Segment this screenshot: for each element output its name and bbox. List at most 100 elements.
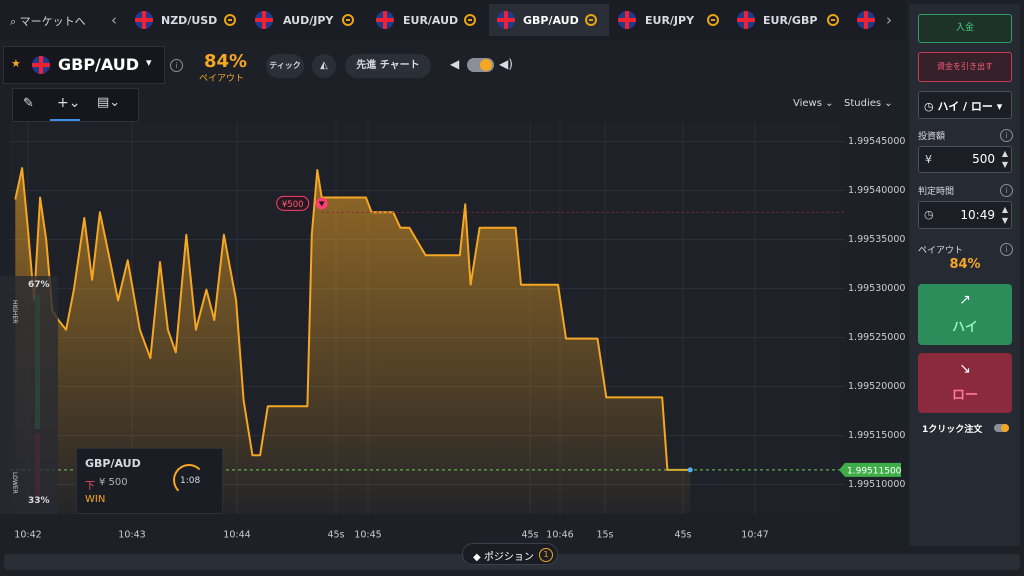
y-tick-label: 1.99540000	[848, 185, 905, 196]
toggle-knob	[480, 59, 492, 71]
top-bar: ⌕ マーケットへ ‹ NZD/USD AUD/JPY EUR/AUD GBP/A…	[0, 0, 906, 40]
y-tick-label: 1.99535000	[848, 234, 905, 245]
payout-label: ペイアウト	[199, 74, 245, 84]
tab[interactable]: EUR/AUD	[368, 6, 486, 34]
flag	[618, 11, 636, 29]
pencil-tool[interactable]: ✎	[23, 96, 34, 111]
crosshair-tool[interactable]: +⌄	[57, 95, 81, 111]
sound-icon[interactable]: ◀)	[499, 57, 513, 71]
withdraw-button[interactable]: 資金を引き出す	[918, 52, 1012, 82]
clock-icon: ◷	[924, 208, 934, 221]
expiry-label: 判定時間	[918, 187, 955, 197]
tab-active[interactable]: GBP/AUD	[489, 4, 609, 36]
sound-toggle[interactable]	[467, 58, 494, 72]
payout-value: 84%	[204, 51, 248, 72]
mode-select[interactable]: ◷ ハイ / ロー ▾	[918, 91, 1012, 119]
drawing-tools: ✎ +⌄ ▤⌄	[12, 88, 139, 122]
x-tick-label: 45s	[521, 530, 538, 541]
current-price-tag	[839, 462, 901, 477]
currency: ¥	[925, 153, 932, 166]
studies-menu[interactable]: Studies ⌄	[844, 98, 893, 109]
deposit-button[interactable]: 入金	[918, 14, 1012, 43]
info-icon[interactable]: i	[1000, 184, 1013, 197]
x-tick-label: 15s	[596, 530, 613, 541]
advanced-chart-button[interactable]: 先進 チャート	[345, 54, 431, 78]
close-tab[interactable]	[464, 14, 476, 26]
dropdown-arrow: ▾	[146, 56, 152, 69]
trade-pill	[276, 195, 310, 211]
down-arrow: ↘	[959, 361, 971, 377]
timer-ring	[173, 464, 205, 496]
x-tick-label: 10:42	[14, 530, 41, 541]
trade-result: WIN	[85, 494, 106, 505]
high-button[interactable]: ↗ ハイ	[918, 284, 1012, 345]
views-menu[interactable]: Views ⌄	[793, 98, 834, 109]
stepper[interactable]: ▲ ▼	[1001, 149, 1008, 169]
markets-link[interactable]: ⌕ マーケットへ	[10, 15, 86, 28]
expiry-input[interactable]: ◷ 10:49 ▲ ▼	[918, 201, 1012, 229]
favorite-star[interactable]: ★	[11, 57, 21, 70]
amount-input[interactable]: ¥ 500 ▲ ▼	[918, 146, 1012, 173]
toggle-knob	[1001, 424, 1009, 432]
lower-percent: 33%	[28, 496, 50, 506]
tab-label: EUR/GBP	[763, 14, 818, 27]
scroll-right[interactable]: ›	[886, 11, 892, 29]
trade-arrow	[318, 201, 325, 207]
close-tab[interactable]	[342, 14, 354, 26]
markets-link-text: マーケットへ	[19, 15, 86, 28]
tab-label: NZD/USD	[161, 14, 218, 27]
y-tick-label: 1.99530000	[848, 283, 905, 294]
positions-button[interactable]: ◆ ポジション 1	[462, 543, 558, 565]
tab[interactable]: EUR/GBP	[730, 6, 848, 34]
mute-icon[interactable]: ◀	[450, 57, 460, 71]
high-label: ハイ	[952, 320, 978, 335]
close-tab[interactable]	[707, 14, 719, 26]
current-price-label: 1.99511500	[847, 466, 902, 476]
comment-tool[interactable]: ▤⌄	[97, 95, 121, 110]
stepper[interactable]: ▲ ▼	[1001, 205, 1008, 225]
higher-percent: 67%	[28, 280, 50, 290]
x-tick-label: 10:44	[223, 530, 250, 541]
payout-label: ペイアウト	[918, 246, 964, 256]
asset-selector[interactable]: ★ GBP/AUD ▾	[3, 46, 165, 84]
trade-asset: GBP/AUD	[85, 457, 141, 470]
info-icon[interactable]: i	[1000, 243, 1013, 256]
y-tick-label: 1.99520000	[848, 381, 905, 392]
tab-label: EUR/JPY	[645, 14, 695, 27]
low-button[interactable]: ↘ ロー	[918, 353, 1012, 413]
positions-count: 1	[539, 548, 553, 562]
tab[interactable]: AUD/JPY	[248, 6, 366, 34]
info-icon[interactable]: i	[170, 59, 183, 72]
scroll-left[interactable]: ‹	[111, 11, 117, 29]
amount-label: 投資額	[918, 132, 946, 142]
tab-label: EUR/AUD	[403, 14, 459, 27]
close-tab[interactable]	[224, 14, 236, 26]
lower-label: LOWER	[11, 472, 18, 494]
tab-label: AUD/JPY	[283, 14, 334, 27]
up-arrow: ↗	[959, 292, 971, 308]
one-click-toggle[interactable]	[994, 424, 1009, 432]
x-tick-label: 10:45	[354, 530, 381, 541]
y-tick-label: 1.99510000	[848, 479, 905, 490]
flag	[376, 11, 394, 29]
info-icon[interactable]: i	[1000, 129, 1013, 142]
tab[interactable]: EUR/JPY	[611, 6, 729, 34]
chart-type-button[interactable]: ◭	[312, 54, 336, 78]
x-tick-label: 45s	[674, 530, 691, 541]
tool-selected	[50, 119, 80, 121]
tab[interactable]: NZD/USD	[128, 6, 246, 34]
price-area	[15, 168, 691, 514]
flag	[32, 56, 50, 74]
trade-card[interactable]: GBP/AUD 下 ¥ 500 WIN 1:08	[76, 448, 223, 514]
flag	[497, 11, 515, 29]
tick-button[interactable]: ティック	[266, 54, 304, 78]
expiry-value: 10:49	[960, 208, 995, 222]
trade-direction: 下	[85, 481, 95, 492]
close-tab[interactable]	[585, 14, 597, 26]
studies-label: Studies	[844, 98, 882, 109]
positions-text: ポジション	[483, 552, 534, 563]
tab-label: GBP/AUD	[523, 14, 579, 27]
asset-name: GBP/AUD	[58, 55, 140, 74]
close-tab[interactable]	[827, 14, 839, 26]
